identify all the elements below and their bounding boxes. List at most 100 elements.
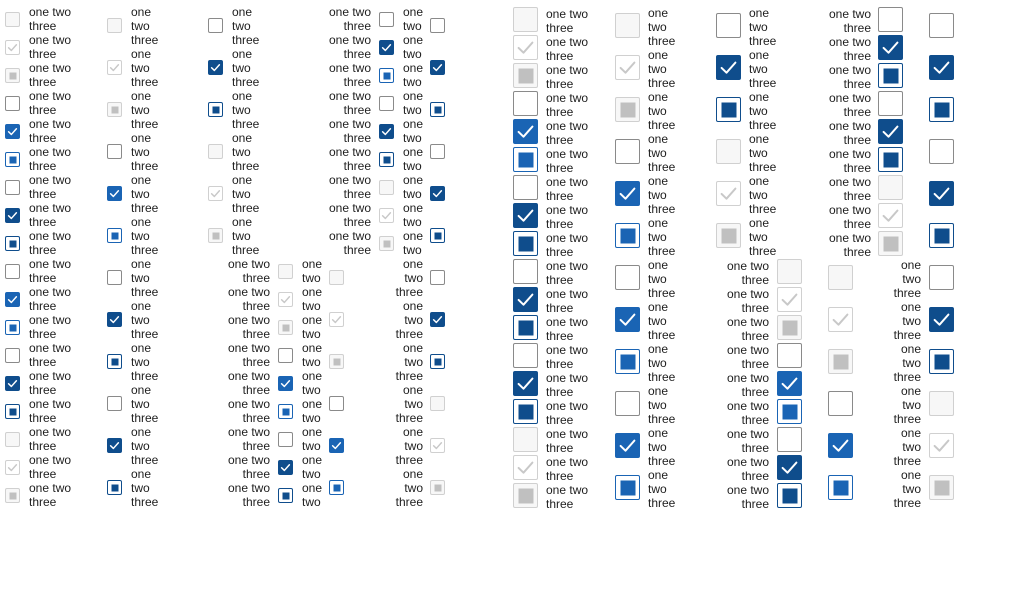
checkbox-mixed[interactable] [513,231,538,256]
checkbox-unchecked[interactable] [5,348,20,363]
checkbox-checked[interactable] [878,35,903,60]
checkbox-checked[interactable] [929,307,954,332]
checkbox-mixed[interactable] [5,152,20,167]
checkbox-unchecked[interactable] [107,270,122,285]
checkbox-mixed[interactable] [5,404,20,419]
checkbox-checked[interactable] [777,371,802,396]
checkbox-checked[interactable] [430,186,445,201]
checkbox-mixed[interactable] [929,349,954,374]
checkbox-unchecked[interactable] [615,139,640,164]
checkbox-checked[interactable] [379,40,394,55]
checkbox-checked[interactable] [107,438,122,453]
checkbox-label: one two three [232,131,260,173]
checkbox-mixed[interactable] [716,97,741,122]
checkbox-unchecked[interactable] [379,12,394,27]
checkbox-checked[interactable] [5,124,20,139]
checkbox-mixed[interactable] [379,68,394,83]
checkbox-unchecked[interactable] [513,343,538,368]
checkbox-unchecked[interactable] [777,427,802,452]
checkbox-unchecked[interactable] [929,265,954,290]
checkbox-mixed[interactable] [5,236,20,251]
checkbox-checked[interactable] [513,203,538,228]
checkbox-mixed[interactable] [929,223,954,248]
checkbox-unchecked[interactable] [716,13,741,38]
checkbox-unchecked[interactable] [513,175,538,200]
checkbox-mixed[interactable] [777,399,802,424]
checkbox-checked[interactable] [208,60,223,75]
checkbox-checked[interactable] [615,181,640,206]
checkbox-mixed[interactable] [329,480,344,495]
checkbox-mixed[interactable] [929,97,954,122]
checkbox-checked[interactable] [278,460,293,475]
checkbox-checked[interactable] [430,60,445,75]
checkbox-checked[interactable] [5,376,20,391]
checkbox-unchecked[interactable] [278,348,293,363]
checkbox-unchecked[interactable] [430,18,445,33]
checkbox-unchecked[interactable] [208,18,223,33]
checkbox-mixed[interactable] [278,404,293,419]
checkbox-mixed[interactable] [430,354,445,369]
checkbox-checked[interactable] [107,186,122,201]
checkbox-unchecked[interactable] [107,144,122,159]
checkbox-mixed[interactable] [513,147,538,172]
checkbox-unchecked[interactable] [5,264,20,279]
checkbox-unchecked[interactable] [5,96,20,111]
checkbox-unchecked[interactable] [513,259,538,284]
checkbox-unchecked[interactable] [107,396,122,411]
checkbox-mixed[interactable] [107,354,122,369]
checkbox-unchecked[interactable] [777,343,802,368]
checkbox-mixed[interactable] [430,102,445,117]
checkbox-unchecked[interactable] [379,96,394,111]
checkbox-mixed[interactable] [513,315,538,340]
checkbox-checked[interactable] [379,124,394,139]
checkbox-unchecked[interactable] [878,7,903,32]
checkbox-unchecked[interactable] [828,391,853,416]
checkbox-unchecked[interactable] [430,270,445,285]
checkbox-unchecked[interactable] [615,265,640,290]
checkbox-unchecked[interactable] [929,139,954,164]
checkbox-mixed[interactable] [430,228,445,243]
checkbox-unchecked[interactable] [329,396,344,411]
checkbox-mixed[interactable] [828,475,853,500]
checkbox-mixed[interactable] [878,147,903,172]
checkbox-mixed[interactable] [777,483,802,508]
checkbox-mixed[interactable] [878,63,903,88]
checkbox-checked[interactable] [329,438,344,453]
checkbox-unchecked[interactable] [513,91,538,116]
checkbox-checked[interactable] [278,376,293,391]
checkbox-checked[interactable] [828,433,853,458]
checkbox-label: one two three [828,91,871,119]
checkbox-unchecked[interactable] [929,13,954,38]
checkbox-checked[interactable] [5,292,20,307]
checkbox-checked[interactable] [513,119,538,144]
checkbox-checked[interactable] [716,55,741,80]
checkbox-checked[interactable] [513,287,538,312]
checkbox-checked[interactable] [878,119,903,144]
checkbox-checked[interactable] [513,371,538,396]
checkbox-mixed[interactable] [278,488,293,503]
checkbox-mixed[interactable] [615,223,640,248]
checkbox-mixed[interactable] [208,102,223,117]
checkbox-mixed[interactable] [5,320,20,335]
checkbox-checked[interactable] [430,312,445,327]
checkbox-unchecked[interactable] [878,91,903,116]
checkbox-checked[interactable] [5,208,20,223]
checkbox-checked[interactable] [615,307,640,332]
checkbox-checked[interactable] [107,312,122,327]
checkbox-unchecked[interactable] [5,180,20,195]
checkbox-checked [716,181,741,206]
checkbox-checked[interactable] [929,181,954,206]
checkbox-unchecked[interactable] [278,432,293,447]
checkbox-mixed[interactable] [107,228,122,243]
checkbox-mixed[interactable] [513,399,538,424]
checkbox-unchecked [379,180,394,195]
checkbox-mixed[interactable] [615,349,640,374]
checkbox-mixed[interactable] [107,480,122,495]
checkbox-mixed[interactable] [379,152,394,167]
checkbox-checked[interactable] [777,455,802,480]
checkbox-unchecked[interactable] [430,144,445,159]
checkbox-checked[interactable] [929,55,954,80]
checkbox-checked[interactable] [615,433,640,458]
checkbox-unchecked[interactable] [615,391,640,416]
checkbox-mixed[interactable] [615,475,640,500]
